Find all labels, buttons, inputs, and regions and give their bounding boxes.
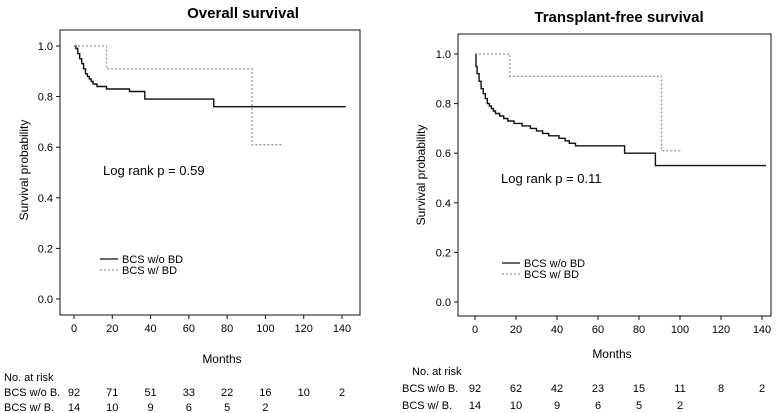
- legend-entry: BCS w/ BD: [122, 265, 177, 277]
- risk-value: 5: [224, 402, 230, 413]
- plot-frame: [457, 33, 772, 317]
- x-tick-label: 140: [333, 323, 351, 335]
- legend-entry: BCS w/ BD: [524, 269, 579, 281]
- risk-value: 92: [68, 387, 80, 399]
- risk-value: 5: [636, 400, 642, 412]
- x-axis-label: Months: [592, 347, 631, 361]
- log-rank-annotation: Log rank p = 0.11: [501, 171, 602, 186]
- risk-table-header: No. at risk: [4, 372, 54, 384]
- risk-row-label: BCS w/ B.: [402, 400, 452, 412]
- risk-value: 51: [144, 387, 156, 399]
- risk-values: 92 62 42 23 15 11 8 2 14 10 9 6 5 2: [469, 383, 765, 412]
- chart-overall-survival: Overall survival Survival probability Mo…: [4, 5, 361, 413]
- survival-curves: [74, 45, 346, 146]
- survival-curve-without-bd: [74, 45, 346, 108]
- log-rank-annotation: Log rank p = 0.59: [103, 163, 205, 178]
- survival-curve-with-bd: [74, 45, 283, 146]
- y-axis-label: Survival probability: [414, 125, 428, 226]
- risk-value: 9: [554, 400, 560, 412]
- y-tick-label: 0.4: [436, 198, 451, 210]
- risk-value: 16: [259, 387, 271, 399]
- risk-value: 2: [759, 383, 765, 395]
- risk-value: 2: [339, 387, 345, 399]
- x-tick-label: 20: [510, 324, 522, 336]
- risk-value: 42: [551, 383, 563, 395]
- y-tick-label: 0.0: [436, 297, 451, 309]
- survival-curve-without-bd: [475, 53, 767, 167]
- x-tick-label: 120: [712, 324, 730, 336]
- risk-value: 6: [186, 402, 192, 413]
- x-tick-label: 80: [633, 324, 645, 336]
- y-tick-label: 0.6: [436, 148, 451, 160]
- risk-value: 14: [469, 400, 481, 412]
- x-axis-label: Months: [202, 352, 241, 366]
- risk-row-label: BCS w/ B.: [4, 402, 54, 413]
- x-tick-label: 40: [551, 324, 563, 336]
- risk-value: 92: [469, 383, 481, 395]
- x-tick-label: 40: [144, 323, 156, 335]
- risk-value: 10: [298, 387, 310, 399]
- y-tick-label: 0.6: [38, 142, 53, 154]
- risk-value: 11: [674, 383, 685, 395]
- x-tick-label: 60: [183, 323, 195, 335]
- plot-frame: [59, 29, 361, 316]
- risk-table: No. at risk BCS w/o B. BCS w/ B. 92 71 51 3…: [4, 372, 345, 413]
- x-tick-label: 80: [221, 323, 233, 335]
- chart-transplant-free-survival: Transplant-free survival Survival probab…: [402, 9, 772, 412]
- risk-value: 6: [595, 400, 601, 412]
- x-tick-label: 60: [592, 324, 604, 336]
- survival-curve-with-bd: [475, 53, 682, 152]
- risk-table: No. at risk BCS w/o B. BCS w/ B. 92 62 42 2…: [402, 366, 765, 412]
- risk-values: 92 71 51 33 22 16 10 2 14 10 9 6 5 2: [68, 387, 345, 413]
- risk-value: 10: [106, 402, 118, 413]
- risk-value: 14: [68, 402, 80, 413]
- risk-value: 2: [677, 400, 683, 412]
- y-tick-label: 0.2: [38, 243, 53, 255]
- x-tick-label: 20: [106, 323, 118, 335]
- y-tick-label: 0.2: [436, 247, 451, 259]
- x-tick-label: 0: [71, 323, 77, 335]
- risk-value: 71: [106, 387, 118, 399]
- y-tick-label: 0.4: [38, 193, 53, 205]
- chart-title: Transplant-free survival: [534, 9, 703, 26]
- legend-entry: BCS w/o BD: [122, 254, 183, 266]
- risk-value: 22: [221, 387, 233, 399]
- risk-row-label: BCS w/o B.: [4, 387, 60, 399]
- risk-value: 8: [718, 383, 724, 395]
- legend: BCS w/o BD BCS w/ BD: [502, 258, 585, 281]
- risk-value: 15: [633, 383, 645, 395]
- legend-entry: BCS w/o BD: [524, 258, 585, 270]
- risk-value: 62: [510, 383, 522, 395]
- y-tick-label: 0.8: [38, 92, 53, 104]
- risk-value: 2: [262, 402, 268, 413]
- y-tick-label: 0.0: [38, 294, 53, 306]
- legend: BCS w/o BD BCS w/ BD: [100, 254, 183, 277]
- x-tick-label: 100: [256, 323, 274, 335]
- risk-table-header: No. at risk: [412, 366, 462, 378]
- y-axis-label: Survival probability: [17, 120, 31, 221]
- risk-value: 10: [510, 400, 522, 412]
- axis-ticks: 0 20 40 60 80 100 120 140 0.0 0.2 0.4 0.6 0.8 1.0: [436, 49, 771, 336]
- axis-ticks: 0 20 40 60 80 100 120 140 0.0 0.2 0.4 0.6 0.8 1.0: [38, 41, 351, 335]
- survival-curves: [475, 53, 767, 167]
- risk-value: 23: [592, 383, 604, 395]
- y-tick-label: 1.0: [436, 49, 451, 61]
- risk-value: 9: [148, 402, 154, 413]
- x-tick-label: 100: [671, 324, 689, 336]
- risk-row-label: BCS w/o B.: [402, 383, 458, 395]
- risk-value: 33: [183, 387, 195, 399]
- x-tick-label: 120: [295, 323, 313, 335]
- y-tick-label: 1.0: [38, 41, 53, 53]
- x-tick-label: 0: [472, 324, 478, 336]
- y-tick-label: 0.8: [436, 99, 451, 111]
- chart-title: Overall survival: [187, 5, 299, 22]
- x-tick-label: 140: [753, 324, 771, 336]
